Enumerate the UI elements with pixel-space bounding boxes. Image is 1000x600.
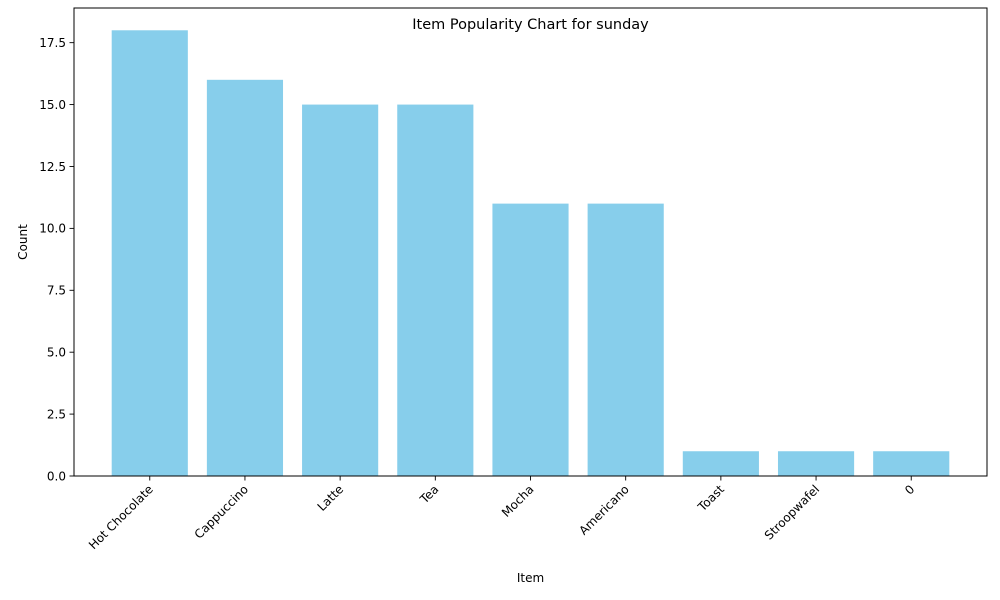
plot-frame <box>73 7 988 477</box>
x-axis-label: Item <box>517 571 544 585</box>
y-tick-label-4: 10.0 <box>39 222 66 236</box>
bar-6 <box>682 451 759 476</box>
chart-title: Item Popularity Chart for sunday <box>412 17 649 33</box>
y-tick-label-5: 12.5 <box>39 160 66 174</box>
bar-4 <box>492 203 569 476</box>
bar-2 <box>302 104 379 477</box>
bar-0 <box>111 30 188 477</box>
bar-3 <box>397 104 474 477</box>
y-axis: 0.0 2.5 5.0 7.5 10.0 12.5 15.0 17.5 <box>39 36 74 483</box>
bar-8 <box>873 451 950 476</box>
bar-1 <box>206 79 284 477</box>
y-tick-label-6: 15.0 <box>39 98 66 112</box>
y-tick-label-0: 0.0 <box>47 469 66 483</box>
y-tick-label-3: 7.5 <box>47 284 66 298</box>
y-tick-label-2: 5.0 <box>47 345 66 359</box>
y-tick-label-7: 17.5 <box>39 36 66 50</box>
bar-7 <box>777 451 855 476</box>
y-axis-label: Count <box>16 224 30 260</box>
bars-group <box>111 30 950 477</box>
bar-5 <box>587 203 664 476</box>
y-tick-label-1: 2.5 <box>47 407 66 421</box>
